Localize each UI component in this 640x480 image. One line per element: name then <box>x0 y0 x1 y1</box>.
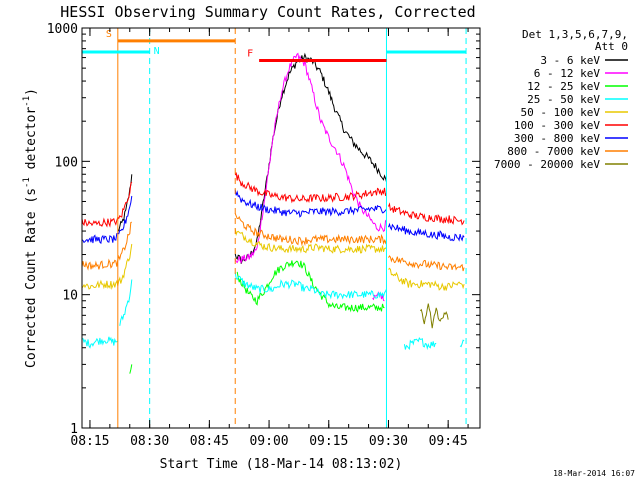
series-line-8-0 <box>419 303 449 329</box>
x-tick-label-3: 09:00 <box>249 434 288 449</box>
series-line-5-2 <box>388 202 465 226</box>
series-line-0-1 <box>234 52 387 264</box>
y-axis-label-sup2: -1 <box>22 96 32 107</box>
legend-label-0: 3 - 6 keV <box>540 54 600 67</box>
series-line-2-0 <box>129 364 133 374</box>
series-line-4-2 <box>388 267 465 291</box>
y-tick-label-0: 1 <box>70 422 78 437</box>
y-axis-label: Corrected Count Rate (s-1 detector-1) <box>22 88 39 368</box>
y-tick-label-2: 100 <box>55 155 78 170</box>
series-line-3-3 <box>403 337 437 351</box>
series-line-3-0 <box>81 336 119 349</box>
y-tick-label-1: 10 <box>62 289 78 304</box>
series-line-4-1 <box>234 228 387 254</box>
footer-date: 18-Mar-2014 16:07 <box>553 469 635 478</box>
series-line-7-0 <box>81 221 133 271</box>
legend-label-1: 6 - 12 keV <box>534 67 601 80</box>
series-line-2-1 <box>236 260 385 313</box>
series-line-3-2 <box>234 272 387 300</box>
series-line-5-0 <box>81 181 133 228</box>
legend-header-0: Det 1,3,5,6,7,9, <box>522 28 628 41</box>
legend-label-5: 100 - 300 keV <box>514 119 600 132</box>
x-tick-label-4: 09:15 <box>309 434 348 449</box>
legend-label-8: 7000 - 20000 keV <box>494 158 600 171</box>
legend-label-4: 50 - 100 keV <box>521 106 601 119</box>
series-line-3-1 <box>119 279 133 326</box>
x-axis-label: Start Time (18-Mar-14 08:13:02) <box>160 457 403 472</box>
y-tick-label-3: 1000 <box>47 22 78 37</box>
series-line-7-1 <box>234 213 387 247</box>
series-line-6-0 <box>81 195 133 245</box>
x-tick-label-2: 08:45 <box>190 434 229 449</box>
chart-title: HESSI Observing Summary Count Rates, Cor… <box>60 3 475 21</box>
series-line-7-2 <box>388 255 465 272</box>
y-axis-label-mid: detector <box>24 107 39 178</box>
y-axis-label-end: ) <box>24 88 39 96</box>
series-line-4-0 <box>81 243 133 290</box>
legend-label-6: 300 - 800 keV <box>514 132 600 145</box>
series-line-1-0 <box>234 52 387 264</box>
series-line-6-1 <box>234 189 387 218</box>
x-tick-label-5: 09:30 <box>369 434 408 449</box>
series-line-6-2 <box>388 222 465 242</box>
annotation-label-f: F <box>247 49 253 60</box>
annotation-label-n: N <box>154 46 160 57</box>
legend-label-2: 12 - 25 keV <box>527 80 600 93</box>
x-tick-label-6: 09:45 <box>429 434 468 449</box>
series-line-5-1 <box>234 172 387 204</box>
annotation-label-s: S <box>106 29 112 40</box>
series-line-3-4 <box>459 339 465 348</box>
x-tick-label-0: 08:15 <box>70 434 109 449</box>
plot-frame <box>81 27 481 429</box>
x-tick-label-1: 08:30 <box>130 434 169 449</box>
legend-header-1: Att 0 <box>595 40 628 53</box>
legend-label-7: 800 - 7000 keV <box>507 145 600 158</box>
legend-label-3: 25 - 50 keV <box>527 93 600 106</box>
y-axis-label-sup1: -1 <box>22 177 32 188</box>
